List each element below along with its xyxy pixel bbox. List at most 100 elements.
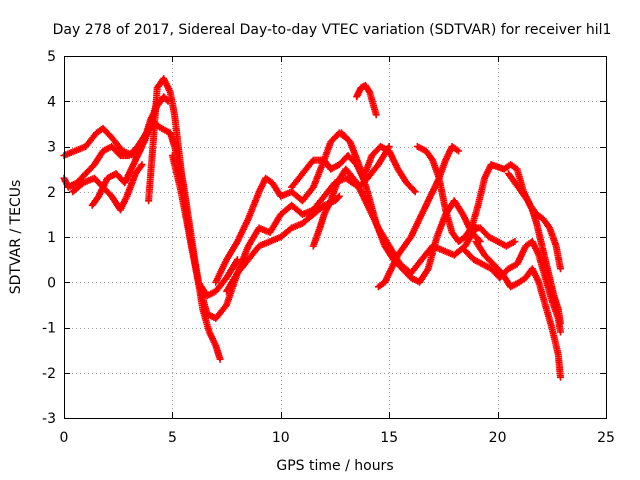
data-point-group: [481, 251, 496, 267]
data-point-group: [145, 144, 157, 205]
data-point-group: [138, 117, 154, 150]
data-point-group: [69, 180, 86, 196]
data-point-group: [502, 238, 517, 250]
data-point-group: [461, 247, 476, 262]
data-point-group: [541, 256, 553, 280]
data-point-group: [374, 279, 387, 291]
data-point-group: [299, 212, 316, 227]
data-point-group: [233, 217, 251, 245]
data-point-group: [504, 261, 519, 273]
data-point-group: [244, 190, 262, 223]
data-point-group: [450, 197, 466, 217]
data-point-group: [166, 88, 178, 117]
data-point-group: [407, 257, 424, 277]
data-point-group: [266, 212, 284, 236]
data-point-group: [82, 130, 99, 150]
data-point-group: [99, 183, 114, 199]
x-tick-label: 5: [168, 430, 177, 446]
data-point-group: [435, 174, 449, 212]
data-point-group: [168, 152, 185, 194]
data-point-group: [546, 224, 559, 248]
data-point-group: [472, 238, 488, 258]
data-point-group: [476, 224, 492, 240]
data-point-group: [385, 147, 401, 171]
data-point-group: [537, 238, 549, 262]
y-tick-label: -2: [42, 366, 56, 382]
data-point-group: [535, 251, 549, 280]
data-point-group: [478, 260, 493, 272]
data-point-group: [381, 242, 397, 262]
data-point-group: [554, 351, 564, 379]
data-point-group: [548, 324, 562, 357]
data-point-group: [511, 179, 524, 194]
data-point-group: [123, 171, 139, 200]
data-point-group: [342, 165, 359, 185]
data-point: [511, 238, 519, 245]
data-point-group: [277, 225, 294, 241]
data-point: [557, 373, 564, 381]
data-point: [335, 192, 343, 200]
series-arc-l: [353, 81, 380, 119]
chart-title: Day 278 of 2017, Sidereal Day-to-day VTE…: [53, 22, 612, 38]
data-point-group: [244, 244, 262, 264]
data-point-group: [455, 234, 467, 245]
data-point-group: [429, 156, 442, 180]
data-point-group: [288, 171, 305, 191]
data-point-group: [108, 133, 125, 153]
data-point-group: [513, 244, 529, 268]
data-point-group: [403, 179, 418, 194]
data-point-group: [233, 257, 251, 277]
data-point-group: [539, 215, 552, 230]
data-point: [138, 161, 146, 169]
data-point-group: [320, 199, 334, 218]
data-point-group: [541, 301, 555, 330]
data-point-group: [346, 138, 362, 167]
y-tick-label: 1: [47, 230, 56, 246]
data-point-group: [424, 235, 440, 273]
data-point-group: [450, 243, 468, 259]
data-point-group: [73, 171, 88, 187]
data-point-group: [299, 185, 316, 205]
data-point: [233, 256, 241, 264]
data-point-group: [448, 143, 461, 154]
data-point-group: [361, 81, 373, 95]
data-point-group: [489, 260, 505, 276]
data-point-group: [546, 274, 557, 298]
x-tick-label: 10: [272, 430, 290, 446]
data-point-group: [129, 144, 145, 169]
data-point-group: [413, 143, 428, 154]
data-point-group: [64, 180, 79, 191]
x-axis-label: GPS time / hours: [276, 458, 393, 474]
series-arc-r: [504, 170, 564, 327]
data-point-group: [223, 239, 240, 264]
data-point-group: [88, 194, 102, 209]
data-point-group: [398, 265, 414, 280]
axis-ticks: 0 5 10 15 20 25 -3 -2 -1 0 1 2 3 4 5: [42, 49, 615, 446]
series-arc-m: [374, 143, 463, 291]
data-point-group: [309, 158, 327, 191]
data-point-group: [420, 189, 436, 214]
data-point: [557, 265, 564, 273]
data-point-group: [535, 278, 549, 307]
data-point-group: [108, 143, 123, 158]
data-point-group: [364, 188, 380, 226]
data-point-group: [309, 194, 327, 214]
y-tick-label: 5: [47, 49, 56, 65]
x-tick-label: 20: [489, 430, 507, 446]
data-point-group: [244, 226, 262, 250]
data-marks: [60, 75, 564, 381]
data-point-group: [515, 275, 528, 286]
data-point-group: [82, 162, 97, 178]
data-point-group: [212, 302, 229, 322]
data-point-group: [355, 161, 371, 194]
data-point-group: [468, 203, 481, 232]
data-point-group: [327, 181, 340, 205]
data-point-group: [394, 244, 407, 259]
data-point-group: [299, 158, 316, 178]
x-tick-label: 25: [597, 430, 615, 446]
data-point-group: [377, 143, 391, 154]
data-point-group: [372, 219, 388, 248]
data-point-group: [400, 235, 414, 250]
data-point-group: [223, 257, 240, 282]
